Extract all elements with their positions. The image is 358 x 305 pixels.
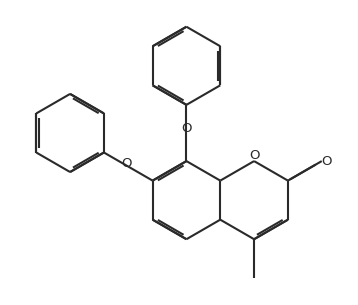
Text: O: O (181, 122, 192, 135)
Text: O: O (121, 156, 131, 170)
Text: O: O (249, 149, 259, 162)
Text: O: O (322, 155, 332, 167)
